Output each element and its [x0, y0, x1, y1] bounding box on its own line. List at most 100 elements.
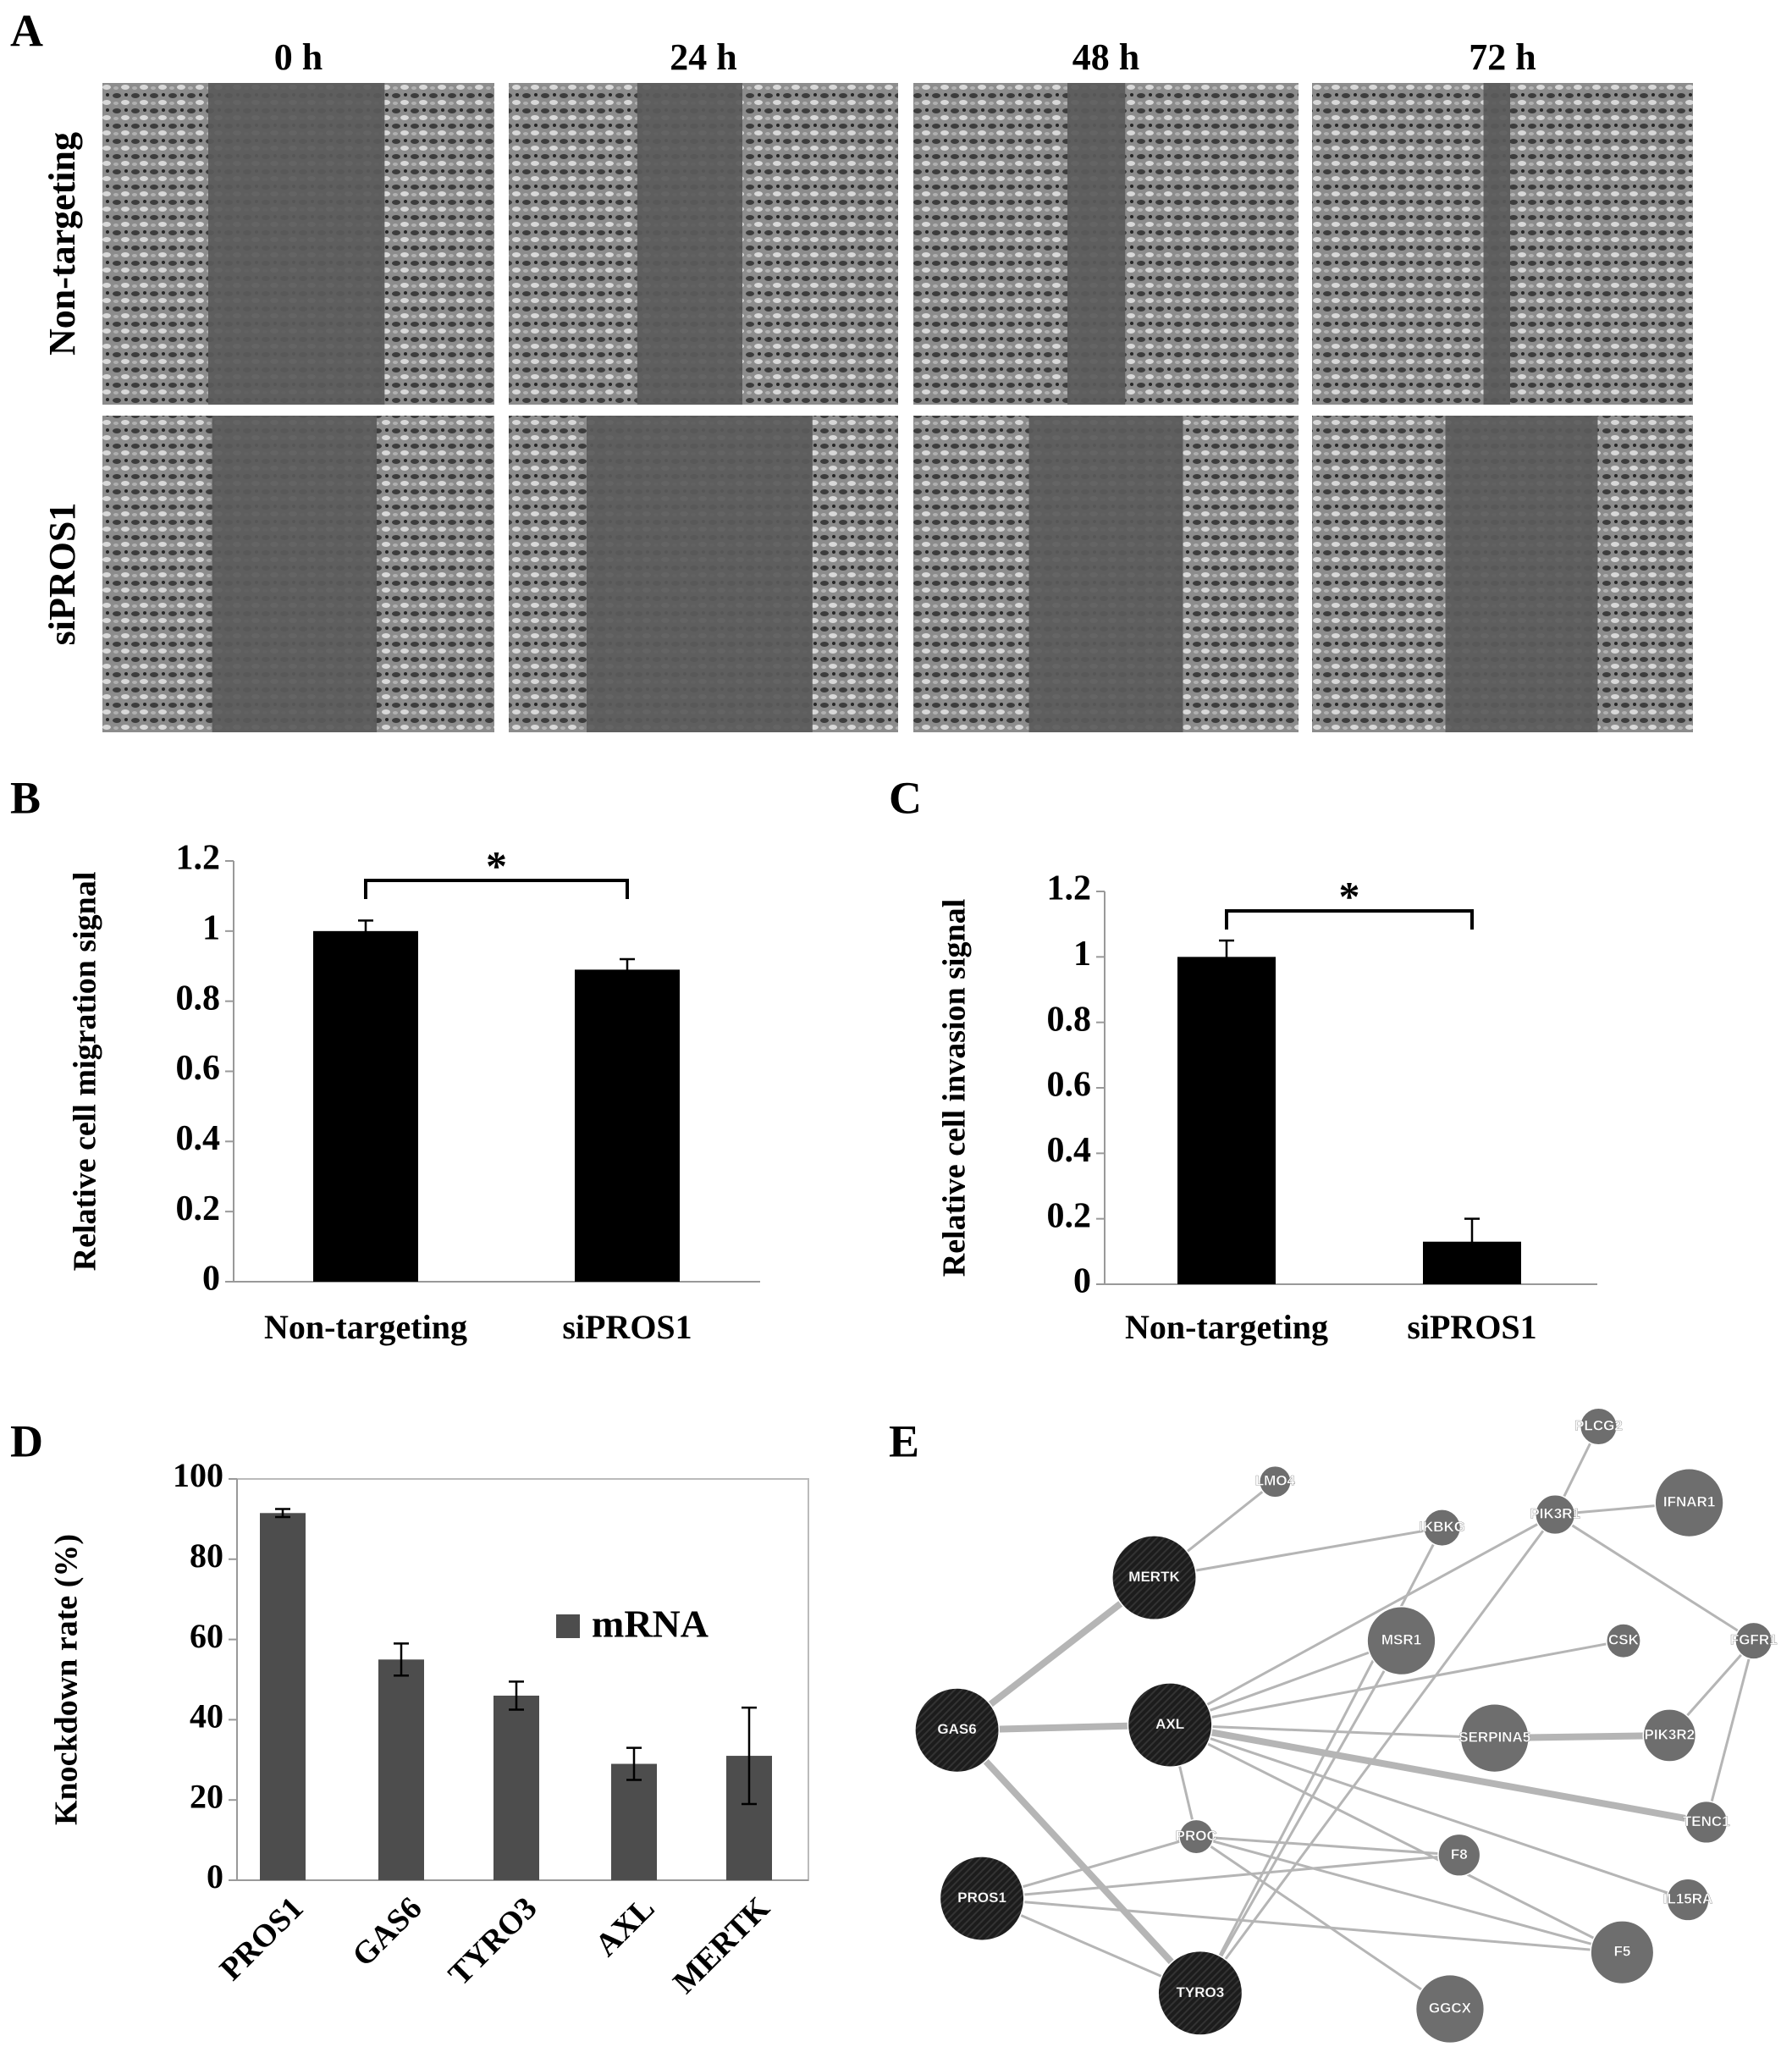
- y-tick-label: 40: [190, 1697, 223, 1735]
- y-tick-label: 0: [202, 1260, 220, 1299]
- wound-gap: [1028, 416, 1183, 732]
- network-node: [1414, 1973, 1486, 2044]
- network-edge: [1195, 1835, 1623, 1954]
- node-label: IL15RA: [1663, 1891, 1713, 1907]
- network-edge: [981, 1897, 1623, 1954]
- y-tick-label: 20: [190, 1777, 223, 1815]
- y-tick-label: 60: [190, 1617, 223, 1655]
- network-node: [1437, 1833, 1481, 1877]
- node-label: IKBKG: [1419, 1519, 1465, 1535]
- y-tick-label: 0.6: [1047, 1066, 1092, 1105]
- legend-label: mRNA: [592, 1603, 709, 1646]
- network-edge: [1154, 1526, 1442, 1580]
- node-label: FGFR1: [1730, 1632, 1778, 1648]
- y-tick-label: 0.8: [1047, 1000, 1092, 1039]
- bar: [611, 1763, 657, 1880]
- network-edge: [954, 1728, 1203, 1996]
- y-tick-label: 0.2: [176, 1189, 221, 1228]
- x-tick-label: siPROS1: [562, 1308, 692, 1346]
- node-label: MSR1: [1381, 1632, 1421, 1648]
- node-label: PROS1: [957, 1890, 1006, 1906]
- bar: [260, 1513, 306, 1880]
- y-axis-label: Relative cell invasion signal: [937, 899, 973, 1277]
- node-label: TYRO3: [1177, 1984, 1225, 2000]
- network-edge: [981, 1853, 1459, 1901]
- network-edge: [1169, 1724, 1689, 1901]
- bar: [378, 1659, 424, 1880]
- network-edge: [1705, 1640, 1756, 1823]
- node-label: PIK3R2: [1645, 1726, 1696, 1742]
- node-label: F5: [1613, 1944, 1630, 1960]
- node-label: PROC: [1176, 1828, 1217, 1844]
- error-bar: [1464, 1217, 1480, 1266]
- network-node: [1642, 1708, 1697, 1763]
- network-node: [1423, 1509, 1462, 1548]
- wound-gap: [1483, 83, 1510, 405]
- significance-marker: *: [1339, 872, 1360, 919]
- network-node: [1178, 1818, 1215, 1855]
- node-label: GGCX: [1429, 2000, 1472, 2016]
- panel-label: A: [10, 5, 43, 56]
- network-node: [1590, 1920, 1655, 1985]
- node-label: AXL: [1155, 1716, 1184, 1732]
- network-node: [1654, 1467, 1724, 1538]
- network-node: [1259, 1465, 1292, 1498]
- panel-label: E: [889, 1415, 919, 1466]
- network-panel: GAS6 MERTK AXL PROS1 TYRO3 LMO4 IKBKG PIK3R1 PLC…: [914, 1407, 1778, 2044]
- legend-swatch: [556, 1614, 580, 1638]
- y-tick-label: 1: [1073, 935, 1091, 974]
- wound-gap: [208, 83, 385, 405]
- network-edge: [1554, 1513, 1755, 1642]
- node-label: PIK3R1: [1530, 1506, 1580, 1522]
- bar: [1177, 957, 1276, 1284]
- column-header: 48 h: [1072, 36, 1139, 78]
- network-node: [1111, 1535, 1197, 1621]
- network-edge: [1170, 1724, 1495, 1740]
- y-tick-label: 0: [207, 1857, 223, 1895]
- network-node: [939, 1856, 1025, 1941]
- panel-label: B: [10, 772, 41, 823]
- network-edge: [1169, 1724, 1624, 1954]
- node-label: MERTK: [1128, 1569, 1180, 1585]
- network-edge: [1169, 1721, 1707, 1826]
- y-tick-label: 1.2: [1047, 869, 1092, 908]
- network-edge: [1199, 1640, 1403, 1995]
- y-tick-label: 1.2: [176, 839, 221, 878]
- node-label: CSK: [1608, 1632, 1640, 1648]
- panel-label: D: [10, 1415, 43, 1466]
- wound-gap: [1445, 416, 1598, 732]
- error-bar: [626, 1746, 642, 1781]
- y-tick-label: 0: [1073, 1262, 1091, 1301]
- error-bar: [742, 1706, 757, 1806]
- error-bar: [620, 957, 635, 982]
- column-header: 0 h: [274, 36, 323, 78]
- row-label: siPROS1: [41, 503, 83, 646]
- node-label: PLCG2: [1574, 1417, 1623, 1433]
- significance-bracket: [1225, 909, 1474, 930]
- error-bar: [275, 1508, 290, 1519]
- y-tick-label: 0.6: [176, 1049, 221, 1088]
- network-edge: [1169, 1639, 1624, 1727]
- y-tick-label: 1: [202, 908, 220, 947]
- y-axis-label: Relative cell migration signal: [68, 872, 103, 1272]
- y-axis-label: Knockdown rate (%): [49, 1534, 85, 1825]
- bar: [493, 1695, 539, 1880]
- significance-bracket: [364, 879, 629, 899]
- y-tick-label: 80: [190, 1537, 223, 1575]
- row-label: Non-targeting: [41, 132, 83, 356]
- bar: [313, 930, 418, 1282]
- network-node: [1366, 1606, 1436, 1676]
- node-label: TENC1: [1683, 1813, 1730, 1829]
- network-node: [1535, 1494, 1576, 1536]
- node-label: F8: [1451, 1846, 1468, 1862]
- network-node: [1666, 1878, 1710, 1922]
- error-bar: [509, 1680, 524, 1711]
- network-node: [1579, 1407, 1618, 1446]
- network-edge: [1169, 1513, 1556, 1726]
- network-node: [1734, 1621, 1773, 1660]
- column-header: 72 h: [1469, 36, 1536, 78]
- network-edge: [1196, 1835, 1459, 1857]
- x-tick-label: Non-targeting: [264, 1308, 467, 1346]
- error-bar: [394, 1642, 409, 1677]
